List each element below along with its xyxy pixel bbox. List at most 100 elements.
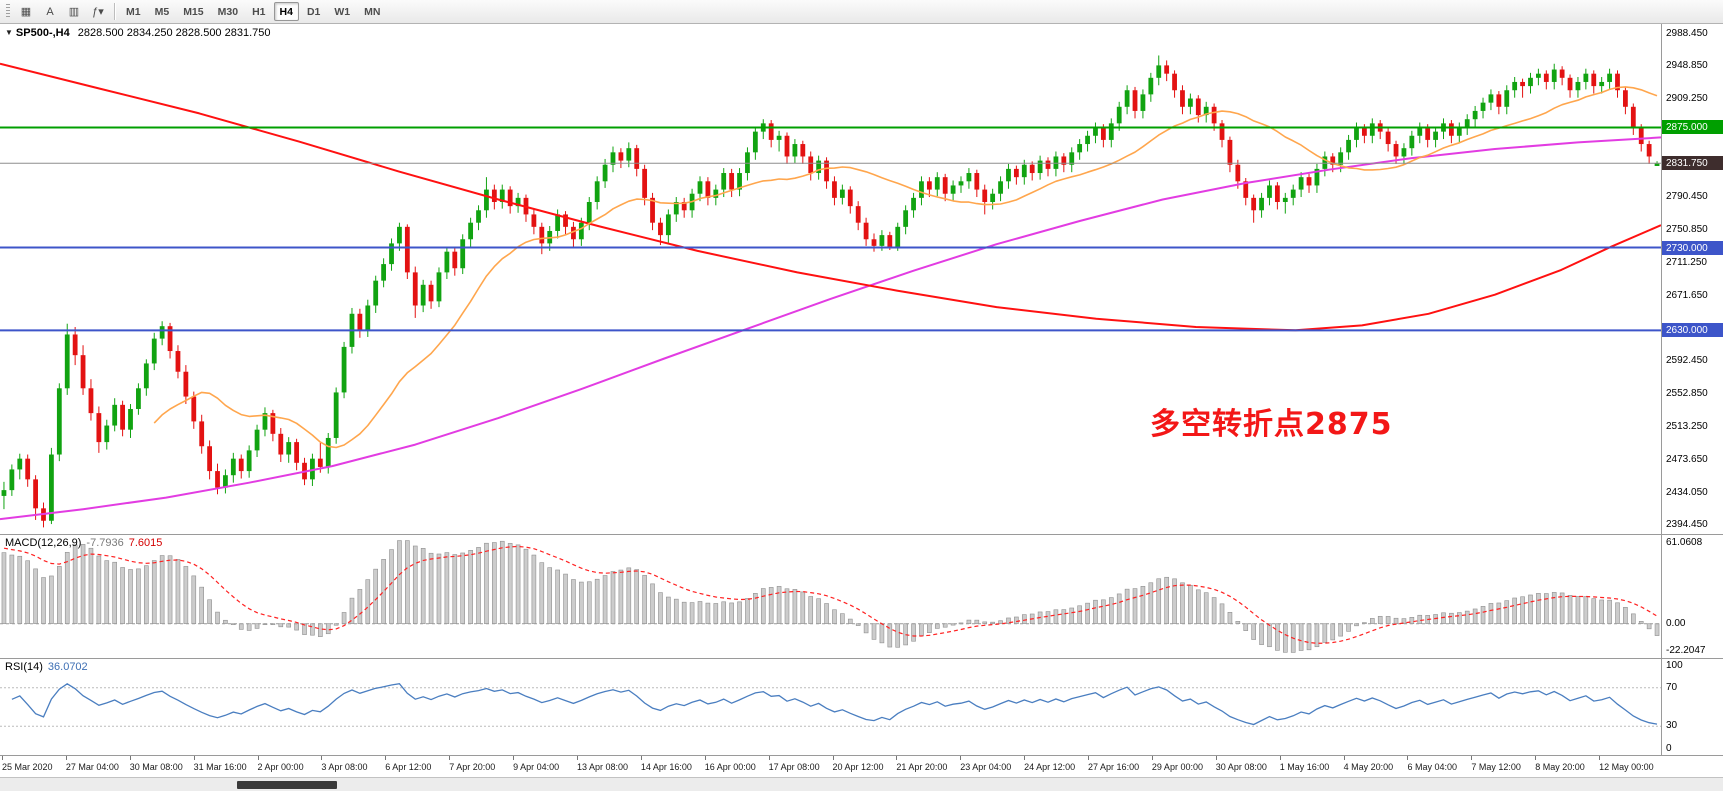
date-label: 30 Apr 08:00 xyxy=(1215,762,1267,772)
timeframe-button-mn[interactable]: MN xyxy=(364,5,381,18)
date-label: 16 Apr 00:00 xyxy=(704,762,756,772)
time-axis-tick xyxy=(129,756,131,760)
time-axis-tick xyxy=(1471,756,1473,760)
candles-layer xyxy=(1,55,1660,528)
price-scale-label: 2988.450 xyxy=(1666,27,1708,39)
time-axis[interactable]: 25 Mar 2020 27 Mar 04:00 30 Mar 08:00 31 Ma… xyxy=(0,755,1723,777)
rsi-chart[interactable] xyxy=(0,659,1661,755)
rsi-scale[interactable]: 100 70 30 0 xyxy=(1661,659,1723,755)
macd-main-value: -7.7936 xyxy=(86,537,124,549)
ohlc-values: 2828.500 2834.250 2828.500 2831.750 xyxy=(77,27,271,39)
time-axis-tick xyxy=(896,756,898,760)
time-axis-tick xyxy=(385,756,387,760)
time-axis-tick xyxy=(449,756,451,760)
price-scale-label: 2790.450 xyxy=(1666,191,1708,203)
chart-window-icon[interactable]: ▦ xyxy=(20,6,32,18)
chart-columns-icon[interactable]: ▥ xyxy=(68,6,80,18)
main-chart-panel: ▼ SP500-,H4 2828.500 2834.250 2828.500 28… xyxy=(0,24,1723,534)
macd-signal-value: 7.6015 xyxy=(128,537,163,549)
symbol-dropdown-icon[interactable]: ▼ xyxy=(5,28,13,37)
price-scale-label: 2711.250 xyxy=(1666,257,1707,269)
rsi-scale-0: 0 xyxy=(1666,743,1672,754)
macd-scale-max: 61.0608 xyxy=(1666,537,1703,548)
rsi-label: RSI(14) 36.0702 xyxy=(5,661,88,673)
date-label: 14 Apr 16:00 xyxy=(640,762,692,772)
time-axis-tick xyxy=(193,756,195,760)
macd-signal-line xyxy=(3,545,1658,644)
date-label: 24 Apr 12:00 xyxy=(1024,762,1076,772)
indicators-dropdown-icon[interactable]: ƒ▾ xyxy=(92,6,104,18)
rsi-name: RSI(14) xyxy=(5,661,43,673)
candlestick-chart[interactable] xyxy=(0,24,1661,534)
macd-scale-zero: 0.00 xyxy=(1666,617,1686,629)
price-scale-label: 2552.850 xyxy=(1666,388,1708,400)
time-axis-tick xyxy=(1407,756,1409,760)
time-axis-tick xyxy=(65,756,67,760)
date-label: 29 Apr 00:00 xyxy=(1151,762,1203,772)
timeframes-toolbar: M1 M5 M15 M30 H1 H4 D1 W1 MN xyxy=(119,2,387,21)
macd-name: MACD(12,26,9) xyxy=(5,537,82,549)
macd-chart[interactable] xyxy=(0,535,1661,658)
date-label: 8 May 20:00 xyxy=(1535,762,1585,772)
price-scale-label: 2394.450 xyxy=(1666,519,1708,531)
date-label: 2 Apr 00:00 xyxy=(257,762,304,772)
timeframe-button-h1[interactable]: H1 xyxy=(252,5,266,18)
timeframe-button-w1[interactable]: W1 xyxy=(334,5,351,18)
date-label: 31 Mar 16:00 xyxy=(193,762,247,772)
rsi-scale-30: 30 xyxy=(1666,720,1678,732)
date-label: 13 Apr 08:00 xyxy=(576,762,628,772)
scrollbar-thumb[interactable] xyxy=(237,781,337,789)
time-axis-tick xyxy=(257,756,259,760)
macd-panel: MACD(12,26,9) -7.7936 7.6015 61.0608 0.00 -2… xyxy=(0,534,1723,658)
date-label: 7 Apr 20:00 xyxy=(449,762,496,772)
price-scale[interactable]: 2988.4502948.8502909.2502869.6502830.050… xyxy=(1661,24,1723,534)
date-label: 21 Apr 20:00 xyxy=(896,762,948,772)
date-label: 23 Apr 04:00 xyxy=(960,762,1012,772)
horizontal-scrollbar[interactable] xyxy=(0,777,1723,791)
price-scale-label: 2909.250 xyxy=(1666,93,1708,105)
chart-title: ▼ SP500-,H4 2828.500 2834.250 2828.500 28… xyxy=(5,27,271,39)
time-axis-tick xyxy=(1599,756,1601,760)
toolbar-grip[interactable] xyxy=(6,4,10,19)
macd-scale-min: -22.2047 xyxy=(1666,645,1706,656)
time-axis-tick xyxy=(321,756,323,760)
symbol-period: SP500-,H4 xyxy=(15,27,70,39)
time-axis-tick xyxy=(513,756,515,760)
date-label: 27 Apr 16:00 xyxy=(1088,762,1140,772)
timeframe-button-d1[interactable]: D1 xyxy=(306,5,321,18)
time-axis-tick xyxy=(960,756,962,760)
price-tag-2875.000: 2875.000 xyxy=(1662,120,1723,135)
price-scale-label: 2473.650 xyxy=(1666,453,1708,465)
time-axis-tick xyxy=(1088,756,1090,760)
timeframe-button-h4[interactable]: H4 xyxy=(273,2,299,21)
toolbar: ▦ A ▥ ƒ▾ M1 M5 M15 M30 H1 H4 D1 W1 MN xyxy=(0,0,1723,24)
date-label: 6 Apr 12:00 xyxy=(385,762,432,772)
price-scale-label: 2434.050 xyxy=(1666,486,1708,498)
time-axis-tick xyxy=(1024,756,1026,760)
toolbar-icons-group: ▦ A ▥ ƒ▾ xyxy=(14,1,110,22)
date-label: 3 Apr 08:00 xyxy=(321,762,368,772)
price-scale-label: 2671.650 xyxy=(1666,289,1708,301)
timeframe-button-m30[interactable]: M30 xyxy=(217,5,239,18)
macd-label: MACD(12,26,9) -7.7936 7.6015 xyxy=(5,537,162,549)
current-price-tag: 2831.750 xyxy=(1662,156,1723,171)
ma-red-line xyxy=(0,62,1661,332)
price-scale-label: 2750.850 xyxy=(1666,224,1708,236)
rsi-scale-70: 70 xyxy=(1666,681,1678,693)
rsi-scale-100: 100 xyxy=(1666,660,1683,671)
date-label: 12 May 00:00 xyxy=(1599,762,1654,772)
time-axis-tick xyxy=(2,756,3,760)
date-label: 9 Apr 04:00 xyxy=(513,762,560,772)
chart-annotation[interactable]: 多空转折点2875 xyxy=(1150,407,1393,442)
date-labels-row: 25 Mar 2020 27 Mar 04:00 30 Mar 08:00 31 Ma… xyxy=(0,756,1661,777)
cursor-a-icon[interactable]: A xyxy=(46,5,54,18)
timeframe-button-m5[interactable]: M5 xyxy=(154,5,170,18)
time-axis-tick xyxy=(576,756,578,760)
timeframe-button-m1[interactable]: M1 xyxy=(126,5,141,18)
macd-scale[interactable]: 61.0608 0.00 -22.2047 xyxy=(1661,535,1723,658)
rsi-value: 36.0702 xyxy=(47,661,88,673)
date-label: 7 May 12:00 xyxy=(1471,762,1521,772)
price-scale-label: 2513.250 xyxy=(1666,420,1708,432)
price-scale-label: 2948.850 xyxy=(1666,60,1708,72)
timeframe-button-m15[interactable]: M15 xyxy=(183,5,204,18)
